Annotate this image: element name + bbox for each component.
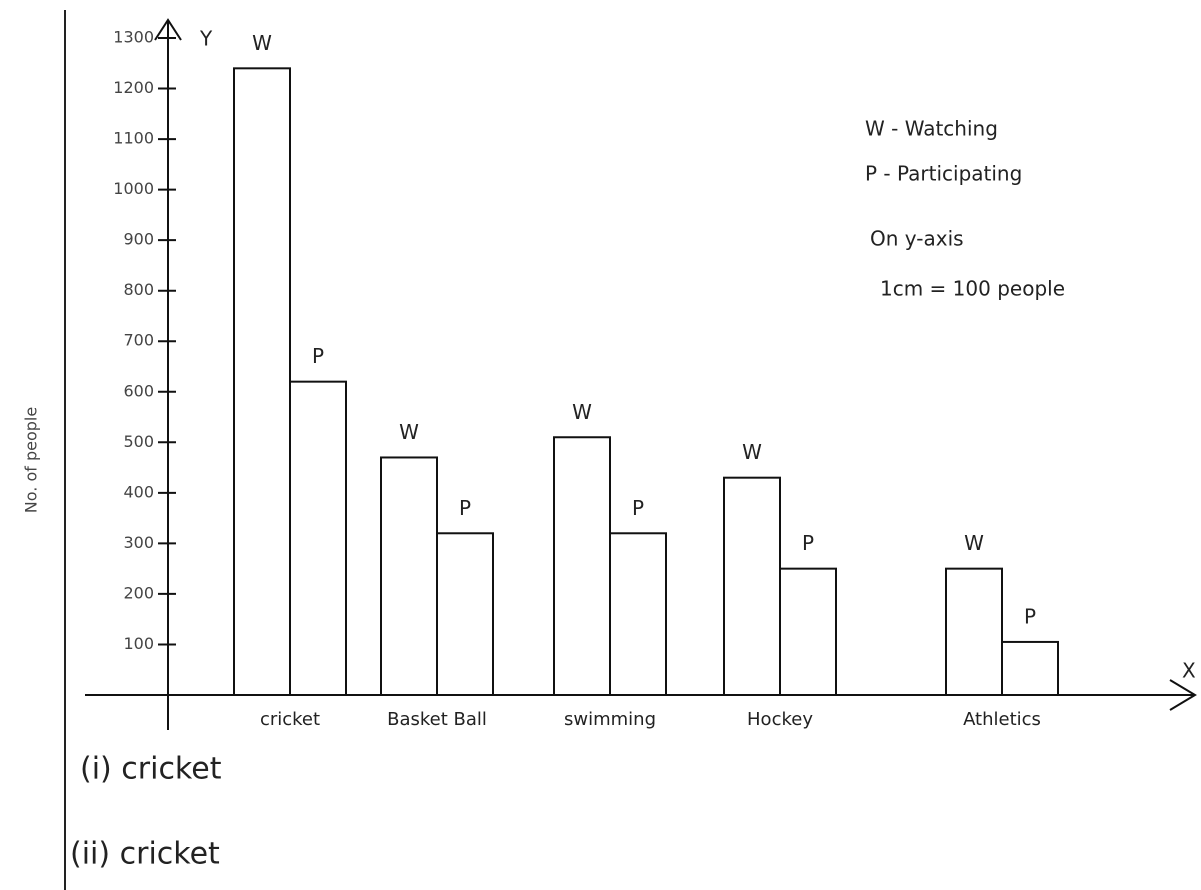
y-tick-label: 300 [123, 533, 154, 552]
bar-letter: W [572, 400, 592, 424]
bar [610, 533, 666, 695]
y-tick-label: 1300 [113, 28, 154, 47]
bar-letter: P [1024, 604, 1036, 628]
y-tick-label: 400 [123, 482, 154, 501]
legend-entry: W - Watching [865, 117, 998, 141]
y-tick-label: 1000 [113, 179, 154, 198]
bar-letter: P [802, 531, 814, 555]
answer: (i) cricket [80, 752, 222, 787]
y-axis-name: Y [199, 27, 213, 51]
x-tick-label: Hockey [747, 709, 813, 730]
bar-letter: W [252, 31, 272, 55]
bar [946, 569, 1002, 695]
y-tick-label: 700 [123, 331, 154, 350]
y-tick-label: 600 [123, 381, 154, 400]
bar-letter: W [964, 531, 984, 555]
x-tick-label: Basket Ball [387, 709, 487, 730]
y-tick-label: 200 [123, 583, 154, 602]
bar [724, 478, 780, 695]
y-tick-label: 1200 [113, 78, 154, 97]
bar-letter: P [459, 496, 471, 520]
y-tick-label: 900 [123, 230, 154, 249]
bar [1002, 642, 1058, 695]
bar [234, 68, 290, 695]
x-tick-label: swimming [564, 709, 656, 730]
bar-letter: W [742, 440, 762, 464]
bar-letter: W [399, 420, 419, 444]
x-axis-name: X [1182, 659, 1196, 683]
y-axis-label: No. of people [22, 407, 41, 513]
y-tick-label: 1100 [113, 129, 154, 148]
y-tick-label: 100 [123, 634, 154, 653]
y-tick-label: 800 [123, 280, 154, 299]
x-tick-label: cricket [260, 709, 320, 730]
bar [554, 437, 610, 695]
note: On y-axis [870, 227, 964, 251]
bar [381, 457, 437, 695]
y-tick-label: 500 [123, 432, 154, 451]
bar [780, 569, 836, 695]
answer: (ii) cricket [70, 837, 220, 872]
x-tick-label: Athletics [963, 709, 1041, 730]
bar-letter: P [632, 496, 644, 520]
legend-entry: P - Participating [865, 162, 1022, 186]
chart: Y X No. of people On y-axis 1cm = 100 pe… [0, 0, 1201, 890]
bar [290, 382, 346, 695]
bar-letter: P [312, 344, 324, 368]
bar [437, 533, 493, 695]
note: 1cm = 100 people [880, 277, 1065, 301]
